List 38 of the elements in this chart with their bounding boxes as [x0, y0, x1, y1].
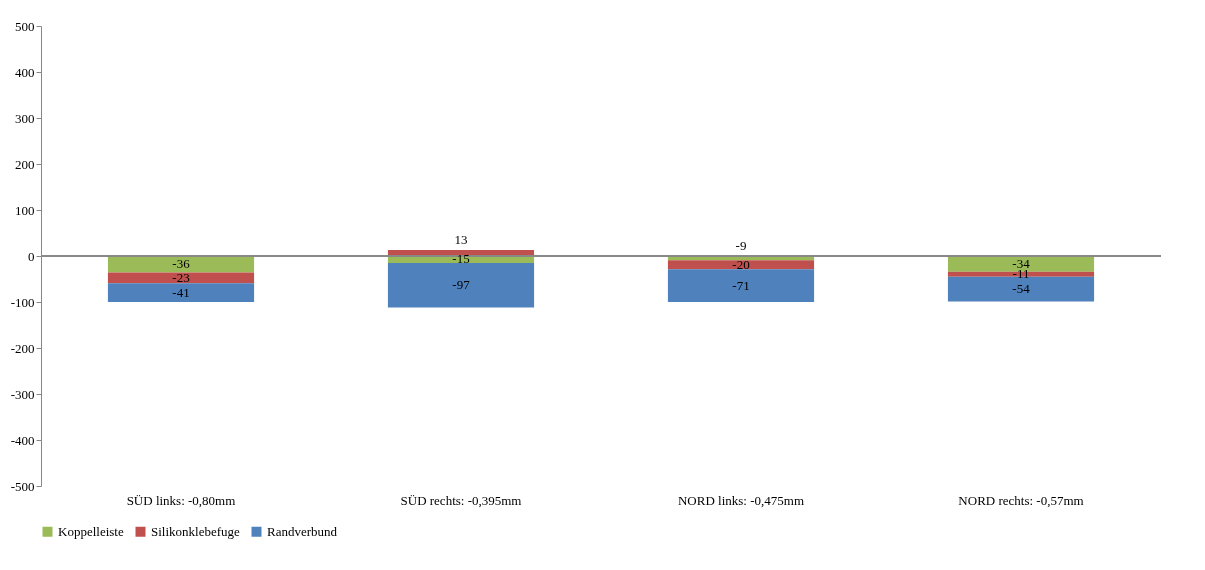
bar — [387, 262, 535, 308]
data-label: -34 — [1012, 255, 1031, 271]
data-label: -15 — [452, 251, 470, 267]
x-tick-label: NORD links: -0,475mm — [677, 492, 805, 508]
data-label: 13 — [454, 232, 468, 248]
legend-label: Koppelleiste — [58, 523, 124, 539]
bar — [107, 256, 255, 273]
y-tick-label: -300 — [10, 386, 35, 402]
x-tick-label: NORD rechts: -0,57mm — [958, 492, 1084, 508]
data-label: -20 — [732, 256, 750, 272]
data-label: -54 — [1012, 281, 1031, 297]
legend-label: Silikonklebefuge — [151, 523, 241, 539]
data-label: -9 — [735, 238, 747, 253]
y-tick-label: -500 — [10, 478, 35, 494]
x-tick-label: SÜD rechts: -0,395mm — [400, 492, 522, 508]
data-label: -41 — [172, 284, 190, 300]
y-tick-label: 300 — [15, 110, 35, 126]
y-tick-label: 0 — [28, 248, 35, 264]
bar — [107, 283, 255, 302]
y-tick-label: -100 — [10, 294, 35, 310]
y-tick-label: -200 — [10, 340, 35, 356]
bar — [107, 272, 255, 284]
bar — [947, 256, 1095, 272]
y-tick-label: 200 — [15, 156, 35, 172]
bar — [667, 260, 815, 270]
bar — [667, 269, 815, 302]
y-tick-label: 500 — [15, 18, 35, 34]
y-tick-label: 100 — [15, 202, 35, 218]
data-label: -71 — [732, 277, 750, 293]
bar — [947, 276, 1095, 302]
y-tick-label: -400 — [10, 432, 35, 448]
data-label: -23 — [172, 269, 190, 285]
bar — [947, 271, 1095, 277]
x-tick-label: SÜD links: -0,80mm — [126, 492, 236, 508]
data-label: -36 — [172, 256, 191, 272]
y-tick-label: 400 — [15, 64, 35, 80]
legend-label: Randverbund — [267, 523, 338, 539]
data-label: -97 — [452, 277, 471, 293]
